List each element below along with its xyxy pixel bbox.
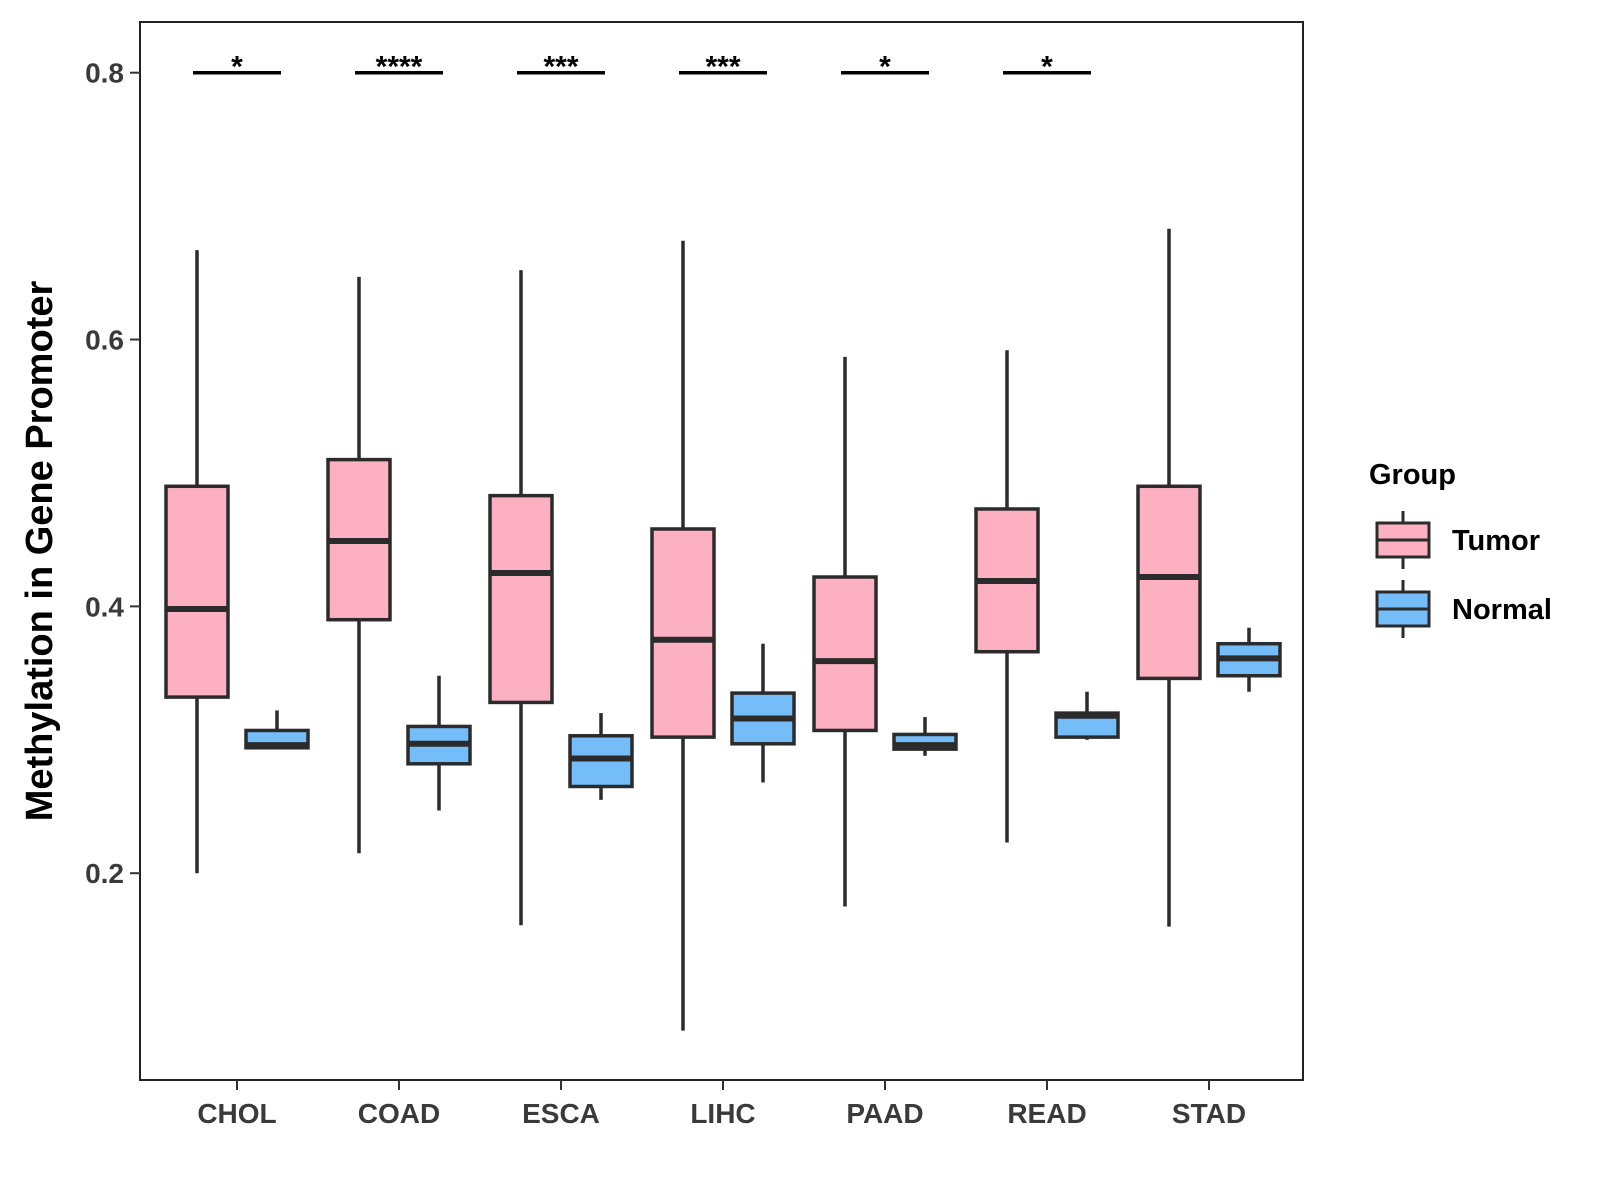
significance-label: ***: [705, 51, 740, 84]
box-normal-lihc: [730, 643, 796, 783]
x-tick-label: CHOL: [197, 1098, 276, 1129]
box-body: [650, 527, 716, 739]
y-axis-title: Methylation in Gene Promoter: [19, 281, 61, 822]
x-tick-label: ESCA: [522, 1098, 600, 1129]
significance-label: ***: [543, 51, 578, 84]
y-tick-label: 0.2: [85, 858, 124, 889]
boxes-layer: [164, 228, 1282, 1031]
legend-label: Normal: [1452, 594, 1552, 626]
x-axis: CHOL COAD ESCA LIHC PAAD READ STAD: [197, 1080, 1246, 1129]
x-tick-label: READ: [1007, 1098, 1086, 1129]
legend-title: Group: [1369, 459, 1456, 491]
significance-label: *: [231, 51, 243, 84]
box-normal-esca: [568, 713, 634, 800]
legend-item-normal: Normal: [1375, 580, 1552, 638]
box-body: [812, 575, 878, 733]
y-tick-label: 0.6: [85, 325, 124, 356]
box-tumor-coad: [326, 276, 392, 854]
plot-panel: [139, 21, 1304, 1081]
box-tumor-esca: [488, 270, 554, 926]
significance-layer: * **** *** *** * *: [193, 51, 1091, 84]
box-tumor-chol: [164, 250, 230, 874]
box-body: [1136, 484, 1202, 681]
legend-label: Tumor: [1452, 525, 1540, 557]
box-normal-paad: [892, 717, 958, 756]
y-tick-label: 0.8: [85, 58, 124, 89]
x-tick-label: PAAD: [846, 1098, 923, 1129]
box-tumor-read: [974, 350, 1040, 843]
y-tick-label: 0.4: [85, 591, 124, 622]
box-tumor-stad: [1136, 228, 1202, 927]
box-tumor-lihc: [650, 240, 716, 1031]
box-normal-chol: [244, 710, 310, 750]
box-body: [164, 484, 230, 699]
legend-item-tumor: Tumor: [1375, 511, 1540, 569]
y-axis: 0.2 0.4 0.6 0.8: [85, 58, 140, 889]
legend: Group Tumor Normal: [1369, 459, 1552, 638]
box-normal-stad: [1216, 627, 1282, 692]
significance-label: *: [1041, 51, 1053, 84]
box-normal-coad: [406, 675, 472, 811]
x-tick-label: LIHC: [690, 1098, 755, 1129]
box-normal-read: [1054, 691, 1120, 740]
box-body: [488, 493, 554, 705]
significance-label: *: [879, 51, 891, 84]
box-tumor-paad: [812, 356, 878, 907]
x-tick-label: COAD: [358, 1098, 440, 1129]
significance-label: ****: [376, 51, 423, 84]
x-tick-label: STAD: [1172, 1098, 1246, 1129]
